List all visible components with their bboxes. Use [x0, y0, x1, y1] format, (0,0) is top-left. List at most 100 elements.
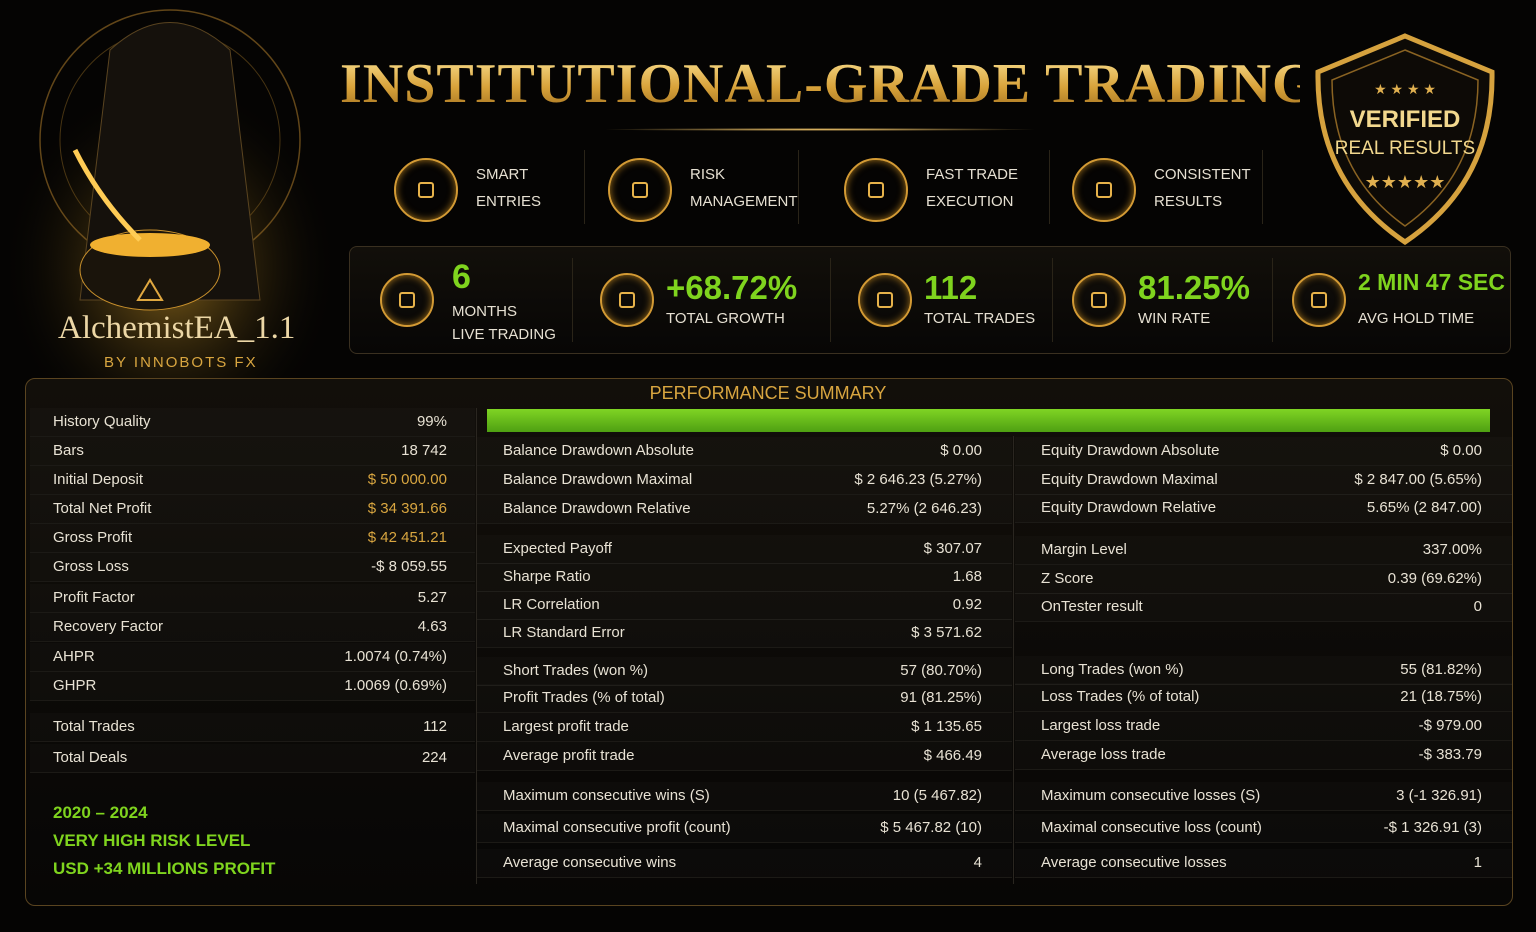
- feature-line: ENTRIES: [476, 193, 542, 210]
- row-value: 57 (80.70%): [900, 662, 982, 679]
- row-value: 1.0074 (0.74%): [344, 648, 447, 665]
- divider: [1052, 258, 1053, 342]
- summary-row: Total Deals 224: [30, 744, 475, 773]
- summary-row: Balance Drawdown Maximal $ 2 646.23 (5.27…: [477, 466, 1012, 495]
- feature-line: RISK: [690, 166, 726, 183]
- row-label: Initial Deposit: [53, 471, 144, 488]
- summary-row: Maximal consecutive loss (count) -$ 1 326…: [1015, 814, 1512, 843]
- summary-row: LR Standard Error $ 3 571.62: [477, 619, 1012, 648]
- row-label: Equity Drawdown Relative: [1041, 499, 1217, 516]
- row-label: Average consecutive losses: [1041, 854, 1227, 871]
- icon: [1292, 273, 1346, 327]
- summary-row: AHPR 1.0074 (0.74%): [30, 643, 475, 672]
- row-label: Expected Payoff: [503, 540, 612, 557]
- row-label: History Quality: [53, 413, 151, 430]
- summary-row: Profit Factor 5.27: [30, 584, 475, 613]
- row-value: -$ 8 059.55: [371, 558, 447, 575]
- stat-label: MONTHS: [452, 303, 517, 320]
- row-value: $ 307.07: [923, 540, 982, 557]
- summary-row: Recovery Factor 4.63: [30, 613, 475, 642]
- stat-label: WIN RATE: [1138, 310, 1211, 327]
- icon-core: [877, 292, 893, 308]
- divider: [1272, 258, 1273, 342]
- summary-row: LR Correlation 0.92: [477, 591, 1012, 620]
- summary-row: Average profit trade $ 466.49: [477, 742, 1012, 771]
- feature-line: EXECUTION: [926, 193, 1014, 210]
- feature-line: SMART: [476, 166, 529, 183]
- badge-line2: REAL RESULTS: [1334, 138, 1476, 159]
- row-value: 1.68: [952, 568, 982, 585]
- stat-value: +68.72%: [666, 269, 798, 306]
- row-label: Sharpe Ratio: [503, 568, 591, 585]
- divider: [572, 258, 573, 342]
- row-value: $ 2 847.00 (5.65%): [1354, 471, 1482, 488]
- summary-row: Total Net Profit $ 34 391.66: [30, 495, 475, 524]
- divider: [476, 408, 477, 884]
- row-value: $ 42 451.21: [367, 529, 447, 546]
- svg-text:★★★★★: ★★★★★: [1365, 172, 1446, 192]
- summary-row: Maximal consecutive profit (count) $ 5 46…: [477, 814, 1012, 843]
- row-label: Largest profit trade: [503, 718, 629, 735]
- row-label: Bars: [53, 442, 84, 459]
- row-label: Recovery Factor: [53, 618, 164, 635]
- row-value: 21 (18.75%): [1400, 688, 1482, 705]
- stat-value: 2 MIN 47 SEC: [1358, 269, 1505, 295]
- row-label: Profit Factor: [53, 589, 135, 606]
- summary-row: Equity Drawdown Maximal $ 2 847.00 (5.65%…: [1015, 466, 1512, 495]
- row-value: 5.65% (2 847.00): [1366, 499, 1482, 516]
- feature-box: [598, 150, 799, 224]
- row-value: 55 (81.82%): [1400, 661, 1482, 678]
- row-value: 18 742: [401, 442, 447, 459]
- feature-line: FAST TRADE: [926, 166, 1018, 183]
- feature-box: [1062, 150, 1263, 224]
- note: VERY HIGH RISK LEVEL: [53, 831, 251, 850]
- brand-art: [0, 0, 340, 380]
- row-value: $ 0.00: [1440, 442, 1482, 459]
- icon: [858, 273, 912, 327]
- row-value: $ 3 571.62: [911, 624, 982, 641]
- stat-label: TOTAL TRADES: [924, 310, 1036, 327]
- row-value: -$ 979.00: [1418, 717, 1482, 734]
- feature-box: [384, 150, 585, 224]
- row-value: 1: [1473, 854, 1482, 871]
- row-value: 91 (81.25%): [900, 689, 982, 706]
- row-label: Gross Loss: [53, 558, 129, 575]
- stat-label: AVG HOLD TIME: [1358, 310, 1475, 327]
- badge-line1: VERIFIED: [1349, 106, 1461, 133]
- icon: [1072, 158, 1136, 222]
- row-value: $ 5 467.82 (10): [880, 819, 982, 836]
- icon-core: [619, 292, 635, 308]
- note: 2020 – 2024: [53, 803, 148, 822]
- row-label: Maximum consecutive losses (S): [1041, 787, 1261, 804]
- row-value: 4.63: [417, 618, 447, 635]
- summary-row: Average loss trade -$ 383.79: [1015, 741, 1512, 770]
- row-label: Long Trades (won %): [1041, 661, 1184, 678]
- row-value: $ 0.00: [940, 442, 982, 459]
- summary-panel: [25, 378, 1513, 906]
- progress-bar: [487, 409, 1490, 432]
- row-label: Largest loss trade: [1041, 717, 1161, 734]
- icon-core: [1096, 182, 1112, 198]
- row-label: Margin Level: [1041, 541, 1127, 558]
- summary-row: Balance Drawdown Relative 5.27% (2 646.23…: [477, 495, 1012, 524]
- row-value: $ 50 000.00: [367, 471, 447, 488]
- row-label: LR Standard Error: [503, 624, 625, 641]
- summary-row: Loss Trades (% of total) 21 (18.75%): [1015, 683, 1512, 712]
- row-value: 3 (-1 326.91): [1396, 787, 1482, 804]
- page-title: INSTITUTIONAL-GRADE TRADING: [340, 53, 1317, 115]
- summary-row: Sharpe Ratio 1.68: [477, 563, 1012, 592]
- summary-row: Maximum consecutive wins (S) 10 (5 467.82…: [477, 782, 1012, 811]
- icon-core: [1311, 292, 1327, 308]
- stat-value: 81.25%: [1138, 269, 1250, 306]
- row-label: LR Correlation: [503, 596, 600, 613]
- stat-value: 6: [452, 258, 471, 296]
- summary-row: Expected Payoff $ 307.07: [477, 535, 1012, 564]
- row-label: Balance Drawdown Absolute: [503, 442, 694, 459]
- summary-row: Balance Drawdown Absolute $ 0.00: [477, 437, 1012, 466]
- summary-row: Maximum consecutive losses (S) 3 (-1 326.…: [1015, 782, 1512, 811]
- row-label: Balance Drawdown Relative: [503, 500, 691, 517]
- summary-row: Largest profit trade $ 1 135.65: [477, 713, 1012, 742]
- summary-row: Short Trades (won %) 57 (80.70%): [477, 657, 1012, 686]
- row-label: Equity Drawdown Absolute: [1041, 442, 1220, 459]
